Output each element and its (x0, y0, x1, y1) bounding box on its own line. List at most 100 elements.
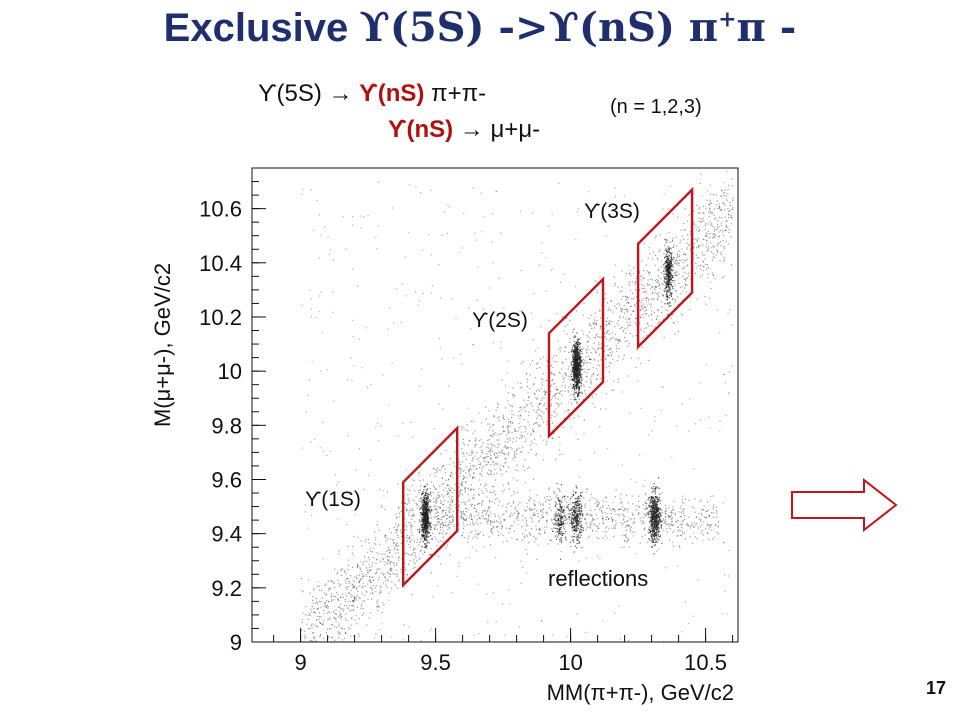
scatter-point (369, 566, 371, 568)
scatter-point (602, 620, 604, 622)
scatter-point (682, 533, 684, 535)
scatter-point (393, 542, 395, 544)
scatter-point (663, 529, 665, 531)
scatter-point (345, 248, 347, 250)
scatter-point (669, 528, 671, 530)
scatter-point (648, 325, 650, 327)
scatter-point (435, 524, 437, 526)
scatter-point (496, 497, 498, 499)
scatter-point (424, 543, 426, 545)
scatter-point (617, 286, 619, 288)
scatter-point (591, 374, 593, 376)
scatter-point (718, 242, 721, 244)
scatter-point (364, 585, 366, 588)
scatter-point (705, 303, 707, 305)
scatter-point (674, 514, 677, 516)
scatter-point (709, 526, 711, 528)
scatter-point (523, 425, 525, 427)
scatter-point (577, 348, 580, 350)
scatter-point (520, 415, 522, 417)
scatter-point (672, 281, 674, 284)
scatter-point (428, 500, 430, 502)
scatter-point (598, 537, 600, 539)
scatter-point (595, 393, 597, 395)
scatter-point (689, 525, 691, 527)
scatter-point (345, 631, 347, 633)
scatter-point (353, 365, 355, 367)
scatter-point (328, 618, 330, 620)
scatter-point (589, 358, 591, 360)
scatter-point (427, 496, 429, 499)
scatter-point (398, 580, 400, 582)
scatter-point (422, 499, 424, 501)
scatter-point (310, 308, 312, 310)
scatter-point (486, 593, 488, 595)
scatter-point (464, 488, 466, 490)
scatter-point (507, 421, 509, 423)
scatter-point (630, 305, 632, 307)
scatter-point (638, 512, 640, 514)
scatter-point (705, 235, 707, 237)
scatter-point (576, 377, 578, 379)
scatter-point (461, 482, 463, 484)
scatter-point (690, 244, 692, 246)
scatter-point (644, 501, 646, 503)
scatter-point (613, 509, 615, 511)
scatter-point (683, 508, 685, 510)
scatter-point (682, 508, 684, 510)
scatter-point (475, 533, 477, 535)
scatter-point (629, 321, 631, 323)
scatter-point (604, 293, 606, 295)
scatter-point (662, 283, 664, 285)
scatter-point (705, 232, 707, 234)
scatter-point (688, 214, 690, 216)
scatter-point (616, 359, 619, 361)
scatter-point (472, 343, 475, 346)
scatter-point (372, 588, 374, 590)
scatter-point (470, 516, 473, 518)
scatter-point (310, 441, 312, 443)
scatter-point (575, 310, 578, 312)
scatter-point (490, 457, 492, 459)
scatter-point (646, 297, 648, 299)
scatter-point (430, 493, 432, 495)
scatter-point (356, 594, 358, 596)
scatter-point (541, 397, 543, 399)
scatter-point (535, 367, 538, 369)
scatter-point (626, 524, 628, 526)
scatter-point (389, 573, 391, 575)
scatter-point (419, 497, 422, 500)
scatter-point (498, 277, 500, 279)
scatter-point (416, 539, 419, 541)
scatter-point (683, 253, 685, 255)
scatter-point (610, 347, 612, 349)
scatter-point (493, 415, 495, 417)
scatter-point (621, 506, 624, 508)
scatter-point (691, 542, 693, 544)
scatter-point (392, 572, 394, 574)
scatter-point (587, 369, 589, 371)
scatter-point (728, 575, 730, 577)
scatter-point (683, 278, 685, 280)
scatter-point (506, 511, 508, 513)
scatter-point (460, 469, 462, 471)
scatter-point (512, 458, 514, 460)
scatter-point (377, 605, 379, 607)
scatter-point (710, 251, 713, 253)
scatter-point (373, 547, 375, 550)
scatter-point (424, 521, 426, 523)
scatter-point (489, 450, 491, 452)
scatter-point (424, 538, 426, 540)
scatter-point (712, 516, 714, 518)
scatter-point (537, 512, 539, 514)
scatter-point (593, 336, 595, 338)
scatter-point (665, 513, 667, 515)
scatter-point (439, 507, 441, 509)
scatter-point (599, 325, 601, 327)
scatter-point (395, 529, 397, 531)
scatter-point (711, 529, 713, 531)
scatter-point (443, 515, 445, 517)
scatter-point (465, 510, 467, 513)
scatter-point (723, 181, 725, 184)
scatter-point (557, 543, 559, 545)
